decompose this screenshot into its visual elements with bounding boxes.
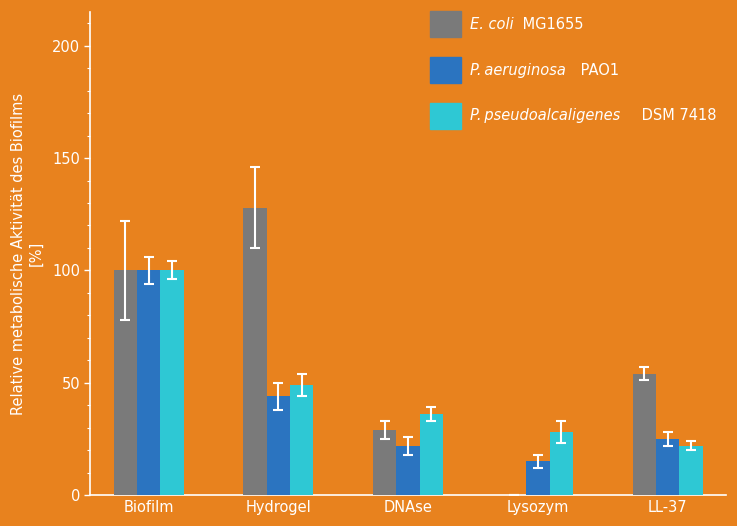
Text: DSM 7418: DSM 7418 [637, 108, 716, 124]
Bar [373, 430, 397, 495]
Bar [137, 270, 161, 495]
Y-axis label: Relative metabolische Aktivität des Biofilms
[%]: Relative metabolische Aktivität des Biof… [11, 93, 43, 414]
FancyBboxPatch shape [430, 103, 461, 129]
Bar [397, 446, 420, 495]
Bar [550, 432, 573, 495]
Text: P. pseudoalcaligenes: P. pseudoalcaligenes [469, 108, 620, 124]
Text: PAO1: PAO1 [576, 63, 620, 77]
FancyBboxPatch shape [430, 57, 461, 83]
Bar [680, 446, 702, 495]
Bar [656, 439, 680, 495]
Bar [113, 270, 137, 495]
Bar [526, 461, 550, 495]
Bar [420, 414, 443, 495]
Text: MG1655: MG1655 [518, 17, 584, 32]
Text: P. aeruginosa: P. aeruginosa [469, 63, 566, 77]
Bar [243, 208, 267, 495]
Bar [632, 374, 656, 495]
Bar [161, 270, 184, 495]
FancyBboxPatch shape [430, 11, 461, 37]
Bar [290, 385, 313, 495]
Text: E. coli: E. coli [469, 17, 514, 32]
Bar [267, 396, 290, 495]
